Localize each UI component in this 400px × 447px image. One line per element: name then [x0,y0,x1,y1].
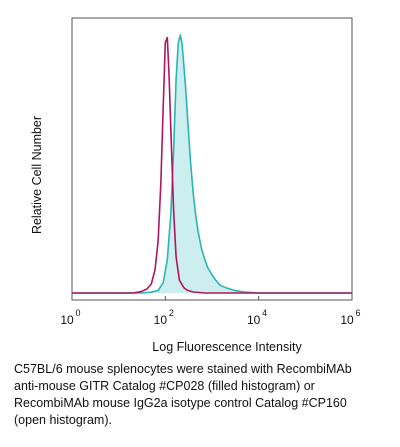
x-tick-label: 10 [154,313,168,327]
caption-line: anti-mouse GITR Catalog #CP028 (filled h… [14,379,315,393]
x-tick-exponent: 6 [355,308,360,318]
x-tick-exponent: 4 [262,308,267,318]
x-axis-label: Log Fluorescence Intensity [152,340,302,354]
x-tick-exponent: 2 [169,308,174,318]
x-tick-label: 10 [247,313,261,327]
x-tick-label: 10 [60,313,74,327]
caption-line: (open histogram). [14,413,112,427]
x-tick-label: 10 [340,313,354,327]
plot-frame [71,17,353,301]
figure-caption: C57BL/6 mouse splenocytes were stained w… [14,361,386,429]
series-0-line [72,34,352,294]
caption-line: C57BL/6 mouse splenocytes were stained w… [14,362,352,376]
series-1-line [72,36,352,294]
caption-line: RecombiMAb mouse IgG2a isotype control C… [14,396,347,410]
y-axis-label: Relative Cell Number [30,115,44,235]
x-tick-exponent: 0 [75,308,80,318]
